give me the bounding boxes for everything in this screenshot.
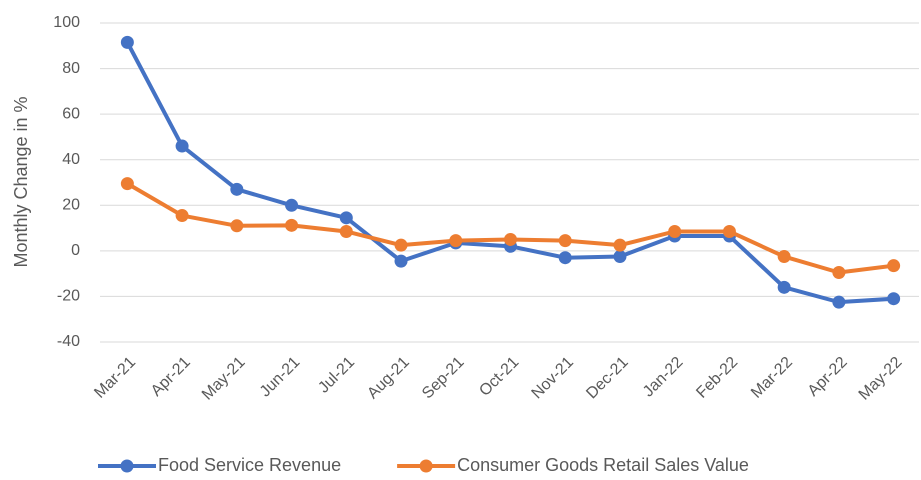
legend-marker <box>419 459 433 473</box>
data-point <box>230 219 244 233</box>
data-point <box>339 224 353 238</box>
data-point <box>613 238 627 252</box>
x-tick-label: Jun-21 <box>257 354 304 401</box>
legend-label: Consumer Goods Retail Sales Value <box>457 455 749 475</box>
data-point <box>230 182 244 196</box>
data-point <box>887 292 901 306</box>
x-tick-label: Dec-21 <box>583 354 632 403</box>
data-point <box>777 250 791 264</box>
data-point <box>394 254 408 268</box>
series-line <box>125 41 894 305</box>
y-tick-label: -40 <box>57 333 80 350</box>
y-tick-label: 80 <box>62 60 80 77</box>
y-tick-label: 40 <box>62 151 80 168</box>
x-tick-label: Mar-21 <box>91 354 139 402</box>
x-tick-label: Mar-22 <box>748 354 796 402</box>
x-tick-label: Sep-21 <box>419 354 468 403</box>
data-point <box>832 295 846 309</box>
y-tick-label: 0 <box>71 242 80 259</box>
data-point <box>613 250 627 264</box>
data-point <box>285 198 299 212</box>
legend-marker <box>120 459 134 473</box>
data-point <box>394 238 408 252</box>
data-point <box>558 234 572 248</box>
data-point <box>120 35 134 49</box>
y-tick-label: 60 <box>62 105 80 122</box>
data-point <box>120 177 134 191</box>
legend-label: Food Service Revenue <box>158 455 341 475</box>
data-point <box>504 232 517 246</box>
data-point <box>175 139 189 153</box>
data-point <box>777 280 791 294</box>
data-point <box>887 259 901 273</box>
x-tick-label: Nov-21 <box>529 354 578 403</box>
data-point <box>285 218 299 232</box>
data-point <box>175 209 189 223</box>
data-point <box>558 251 572 265</box>
data-point <box>722 224 736 238</box>
y-tick-label: 20 <box>62 197 80 214</box>
x-tick-label: Jul-21 <box>315 354 358 397</box>
data-point <box>832 266 846 280</box>
x-tick-label: Aug-21 <box>364 354 413 403</box>
x-tick-label: Apr-21 <box>148 354 194 400</box>
x-tick-label: Jan-22 <box>640 354 687 401</box>
y-tick-label: -20 <box>57 288 80 305</box>
x-tick-label: Oct-21 <box>476 354 522 400</box>
y-tick-label: 100 <box>53 14 80 31</box>
x-tick-label: Apr-22 <box>805 354 851 400</box>
data-point <box>339 211 353 225</box>
data-point <box>449 234 463 248</box>
data-point <box>668 224 682 238</box>
x-tick-label: Feb-22 <box>693 354 741 402</box>
x-tick-label: May-21 <box>199 354 249 404</box>
x-tick-label: May-22 <box>856 354 906 404</box>
y-axis-title: Monthly Change in % <box>11 96 31 267</box>
